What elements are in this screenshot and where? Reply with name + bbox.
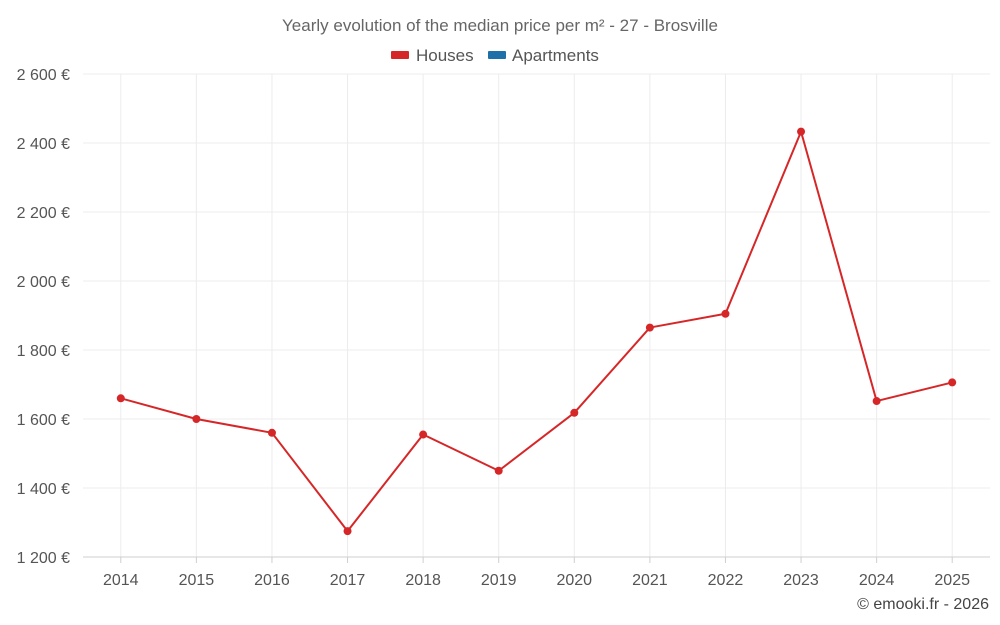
- y-tick-label: 1 200 €: [17, 550, 70, 567]
- x-tick-label: 2017: [330, 572, 366, 589]
- x-tick-label: 2014: [103, 572, 139, 589]
- y-tick-label: 1 600 €: [17, 412, 70, 429]
- data-point-2014[interactable]: [116, 394, 125, 403]
- x-tick-label: 2023: [783, 572, 819, 589]
- legend-swatch-apartments: [488, 51, 506, 59]
- x-tick-label: 2025: [934, 572, 970, 589]
- legend: Houses Apartments: [391, 46, 599, 65]
- legend-swatch-houses: [391, 51, 409, 59]
- legend-item-houses[interactable]: Houses: [391, 46, 474, 65]
- x-tick-label: 2024: [859, 572, 895, 589]
- x-tick-label: 2015: [179, 572, 215, 589]
- x-tick-label: 2019: [481, 572, 517, 589]
- data-point-2022[interactable]: [721, 309, 730, 318]
- legend-label-houses: Houses: [416, 46, 474, 65]
- data-point-2018[interactable]: [419, 430, 428, 439]
- x-tick-label: 2018: [405, 572, 441, 589]
- x-axis: 2014 2015 2016 2017 2018 2019 2020 2021 2022 2023…: [83, 556, 990, 589]
- y-tick-label: 2 600 €: [17, 67, 70, 84]
- data-point-2016[interactable]: [267, 428, 276, 437]
- x-tick-label: 2021: [632, 572, 668, 589]
- chart-title: Yearly evolution of the median price per…: [282, 16, 718, 35]
- data-point-2015[interactable]: [192, 415, 201, 423]
- y-tick-label: 2 400 €: [17, 136, 70, 153]
- series-line-houses: [120, 130, 953, 533]
- data-point-2024[interactable]: [872, 397, 881, 406]
- credit-text: © emooki.fr - 2026: [857, 596, 989, 613]
- data-point-2019[interactable]: [494, 466, 503, 475]
- data-point-2020[interactable]: [570, 408, 579, 417]
- data-point-2025[interactable]: [948, 378, 957, 387]
- data-point-2017[interactable]: [343, 527, 352, 536]
- y-axis: 1 200 € 1 400 € 1 600 € 1 800 € 2 000 € 2 200…: [17, 67, 70, 567]
- y-tick-label: 2 200 €: [17, 205, 70, 222]
- y-tick-label: 2 000 €: [17, 274, 70, 291]
- x-tick-label: 2022: [708, 572, 744, 589]
- legend-label-apartments: Apartments: [512, 46, 599, 65]
- x-tick-label: 2020: [556, 572, 592, 589]
- grid: [83, 73, 990, 557]
- y-tick-label: 1 800 €: [17, 343, 70, 360]
- data-point-2023[interactable]: [797, 127, 806, 136]
- series-houses: [116, 127, 957, 536]
- data-point-2021[interactable]: [645, 323, 654, 332]
- x-tick-label: 2016: [254, 572, 290, 589]
- legend-item-apartments[interactable]: Apartments: [488, 46, 599, 65]
- y-tick-label: 1 400 €: [17, 481, 70, 498]
